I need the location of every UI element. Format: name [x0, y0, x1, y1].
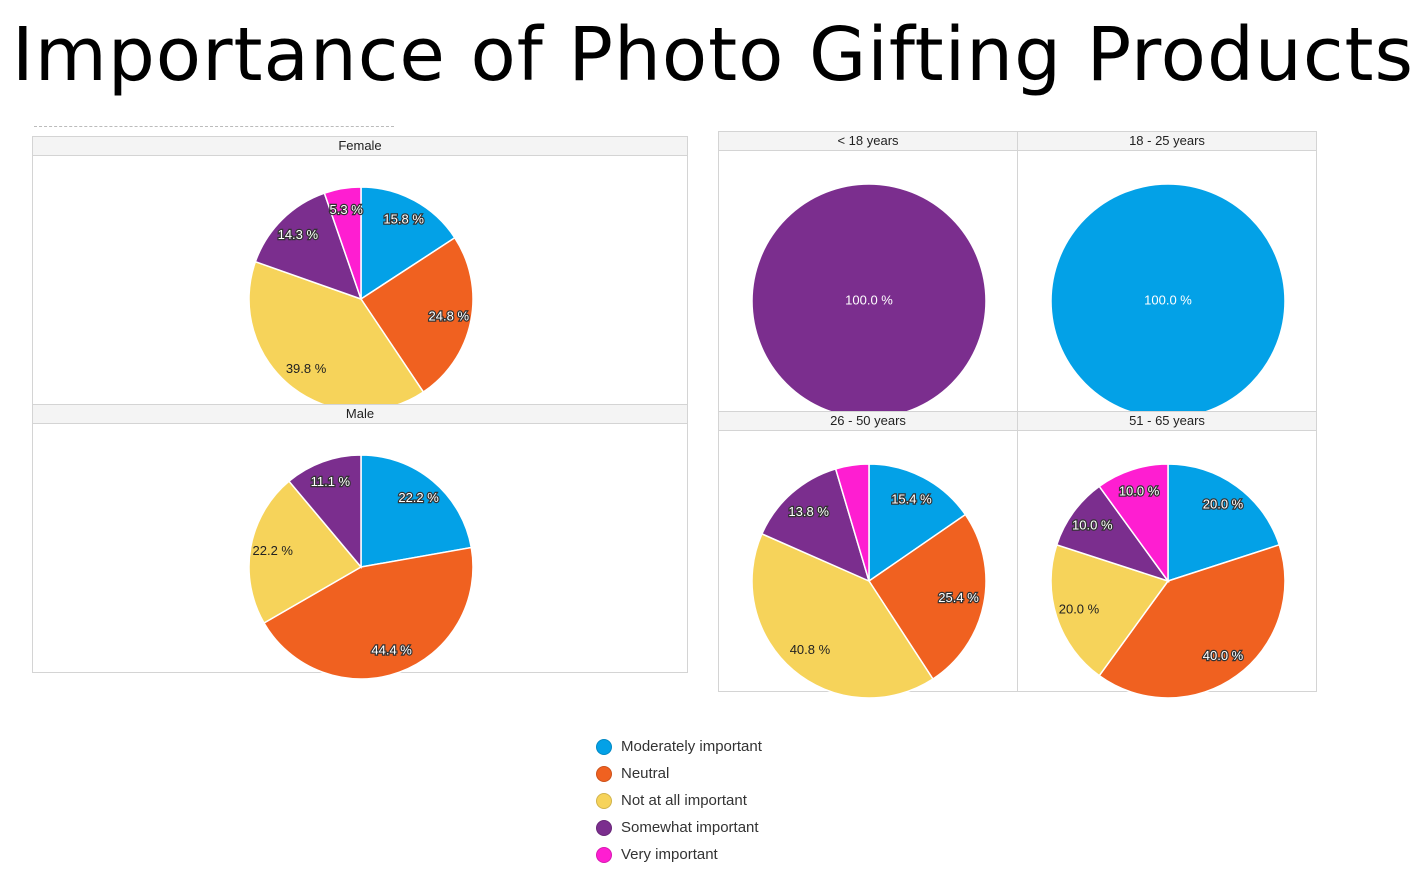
cropped-header-fragment	[34, 126, 394, 131]
legend-item[interactable]: Moderately important	[596, 733, 762, 760]
pie-slice-label: 100.0 %	[1144, 292, 1192, 307]
pie-slice-neutral[interactable]	[262, 546, 474, 680]
pie-slice-neutral[interactable]	[1098, 543, 1286, 699]
pie-slice-label: 22.2 %	[253, 543, 294, 558]
page-title: Importance of Photo Gifting Products	[11, 12, 1415, 98]
legend-label: Moderately important	[621, 738, 762, 755]
legend-item[interactable]: Very important	[596, 841, 762, 868]
pie-slice-label: 100.0 %	[845, 292, 893, 307]
legend-swatch	[596, 792, 612, 809]
legend-label: Somewhat important	[621, 819, 759, 836]
legend-swatch	[596, 819, 612, 836]
pie-slice-label: 5.3 %	[330, 202, 364, 217]
pie-slice-somewhat-important[interactable]	[1055, 485, 1170, 583]
legend-item[interactable]: Somewhat important	[596, 814, 762, 841]
pie-slice-very-important[interactable]	[323, 186, 362, 300]
pie-slice-moderately-important[interactable]	[1167, 463, 1281, 583]
pie-slice-neutral[interactable]	[359, 236, 474, 394]
pie-slice-not-at-all-important[interactable]	[1050, 543, 1170, 677]
panel-title-51-65: 51 - 65 years	[1018, 412, 1316, 431]
pie-slice-label: 44.4 %	[371, 643, 412, 658]
pie-panel-female: Female 15.8 % 24.8 % 39.8 % 14.3 % 5.3 %	[32, 136, 688, 412]
pie-panel-51-65: 51 - 65 years 20.0 % 40.0 % 20.0 % 10.0 % 10…	[1017, 411, 1317, 699]
pie-slice-label: 22.2 %	[398, 490, 439, 505]
pie-chart: 100.0 %	[1050, 183, 1286, 419]
pie-slice-label: 10.0 %	[1119, 483, 1160, 498]
pie-slice-label: 25.4 %	[938, 590, 979, 605]
panel-title-26-50: 26 - 50 years	[719, 412, 1017, 431]
pie-slice-somewhat-important[interactable]	[254, 192, 363, 301]
pie-slice-moderately-important[interactable]	[360, 186, 456, 301]
legend-label: Neutral	[621, 765, 670, 782]
pie-slice-label: 14.3 %	[278, 227, 319, 242]
pie-slice-moderately-important[interactable]	[360, 454, 473, 568]
legend-swatch	[596, 765, 612, 782]
pie-slice-somewhat-important[interactable]	[760, 467, 871, 583]
pie-slice-label: 20.0 %	[1059, 601, 1100, 616]
legend: Moderately important Neutral Not at all …	[596, 733, 762, 868]
pie-slice-label: 39.8 %	[286, 361, 327, 376]
legend-label: Not at all important	[621, 792, 747, 809]
pie-slice-somewhat-important[interactable]	[287, 454, 362, 570]
legend-item[interactable]: Not at all important	[596, 787, 762, 814]
pie-panel-26-50: 26 - 50 years 15.4 % 25.4 % 40.8 % 13.8 %	[718, 411, 1018, 699]
pie-panel-male: Male 22.2 % 44.4 % 22.2 % 11.1 %	[32, 404, 688, 680]
pie-panel-under-18: < 18 years 100.0 %	[718, 131, 1018, 419]
pie-slice-very-important[interactable]	[1098, 463, 1169, 584]
pie-chart: 22.2 % 44.4 % 22.2 % 11.1 %	[248, 454, 474, 680]
legend-label: Very important	[621, 846, 718, 863]
pie-slice-neutral[interactable]	[867, 513, 987, 681]
pie-panel-18-25: 18 - 25 years 100.0 %	[1017, 131, 1317, 419]
pie-slice-not-at-all-important[interactable]	[248, 480, 363, 625]
pie-slice-label: 40.0 %	[1203, 648, 1244, 663]
legend-swatch	[596, 738, 612, 755]
pie-chart: 20.0 % 40.0 % 20.0 % 10.0 % 10.0 %	[1050, 463, 1286, 699]
pie-chart: 15.8 % 24.8 % 39.8 % 14.3 % 5.3 %	[248, 186, 474, 412]
pie-slice-very-important[interactable]	[834, 463, 870, 582]
panel-title-18-25: 18 - 25 years	[1018, 132, 1316, 151]
panel-title-male: Male	[33, 405, 687, 424]
pie-slice-label: 11.1 %	[311, 474, 351, 489]
legend-swatch	[596, 846, 612, 863]
panel-title-under-18: < 18 years	[719, 132, 1017, 151]
pie-slice-moderately-important[interactable]	[868, 463, 967, 583]
pie-slice-label: 15.8 %	[383, 212, 424, 227]
pie-slice-label: 40.8 %	[790, 642, 831, 657]
legend-item[interactable]: Neutral	[596, 760, 762, 787]
pie-slice-label: 24.8 %	[429, 308, 470, 323]
pie-slice-label: 15.4 %	[891, 492, 932, 507]
pie-slice-label: 10.0 %	[1072, 517, 1113, 532]
panel-title-female: Female	[33, 137, 687, 156]
pie-chart: 15.4 % 25.4 % 40.8 % 13.8 %	[751, 463, 987, 699]
pie-chart: 100.0 %	[751, 183, 987, 419]
pie-slice-label: 20.0 %	[1203, 497, 1244, 512]
pie-slice-not-at-all-important[interactable]	[751, 532, 934, 699]
pie-slice-label: 13.8 %	[788, 504, 829, 519]
